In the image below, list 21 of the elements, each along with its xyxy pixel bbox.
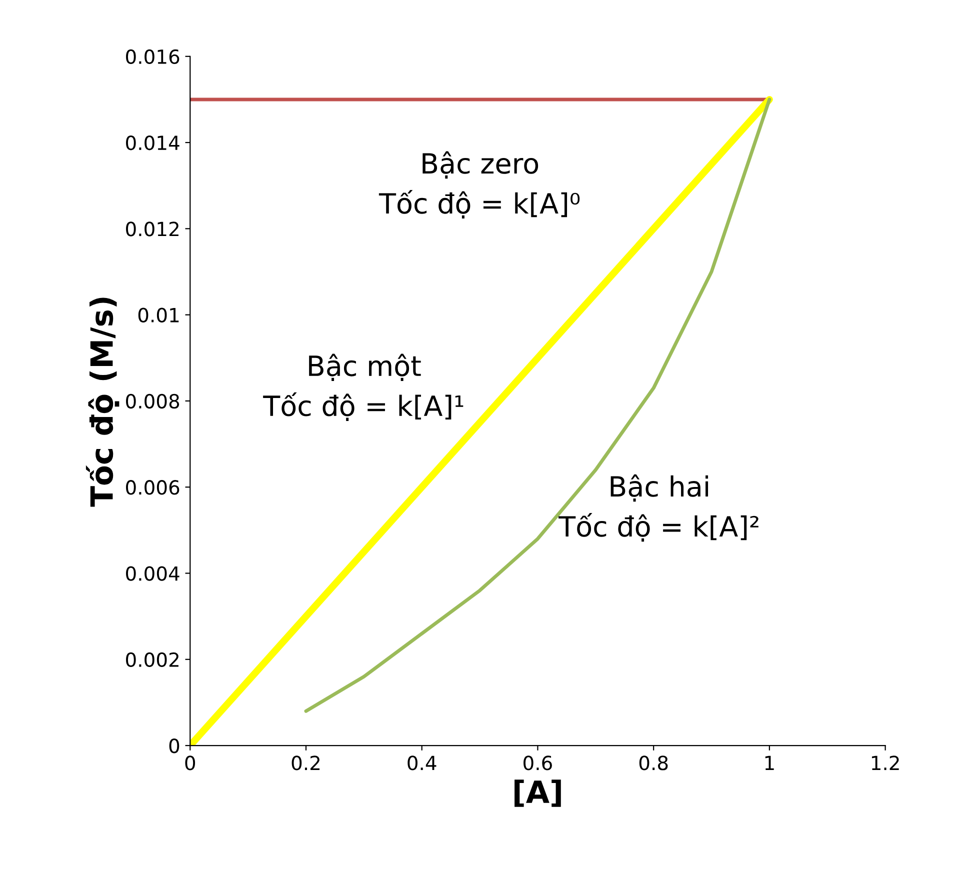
y-tick-label: 0.01 [138, 308, 179, 322]
annotation: Bậc một Tốc độ = k[A]¹ [263, 354, 464, 421]
annotation: Bậc zero Tốc độ = k[A]⁰ [378, 151, 580, 219]
x-tick-label: 0.2 [292, 756, 320, 770]
y-tick-label: 0.014 [126, 135, 180, 150]
x-tick-label: 0.8 [639, 756, 668, 770]
x-tick-label: 1.2 [872, 756, 899, 770]
y-tick-label: 0.004 [126, 566, 180, 581]
y-tick-label: 0.012 [126, 222, 178, 236]
y-tick-label: 0.002 [126, 652, 178, 668]
x-tick-label: 1 [765, 756, 774, 770]
x-axis-title: [A] [514, 780, 561, 807]
y-tick-label: 0.016 [126, 49, 180, 64]
x-tick-label: 0.6 [524, 756, 552, 770]
y-tick-label: 0.006 [126, 480, 180, 495]
x-tick-label: 0 [185, 756, 196, 770]
y-tick-label: 0.008 [126, 394, 180, 409]
y-tick-label: 0 [169, 738, 180, 754]
annotation: Bậc hai Tốc độ = k[A]² [558, 474, 758, 542]
x-tick-label: 0.4 [408, 756, 436, 770]
y-axis-title: Tốc độ (M/s) [86, 298, 120, 507]
